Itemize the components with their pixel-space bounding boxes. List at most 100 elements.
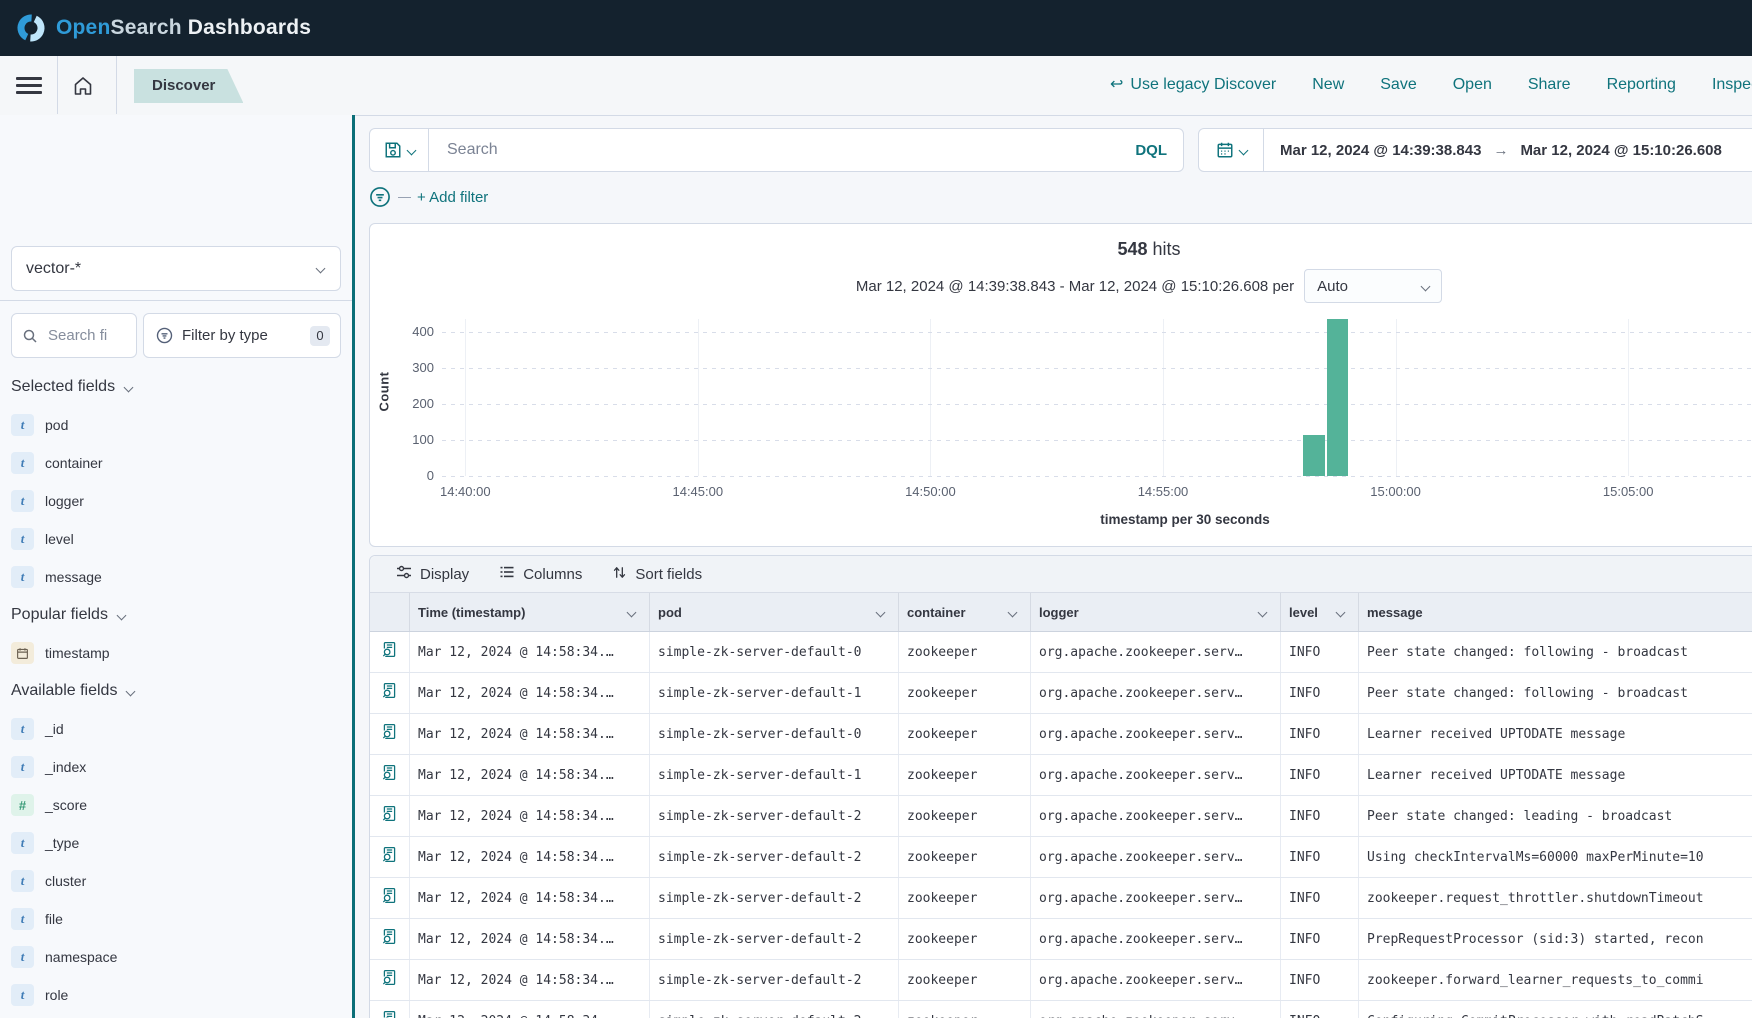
field-type-number-icon: # (11, 794, 34, 816)
expand-document-button[interactable] (370, 837, 410, 877)
cell-container: zookeeper (899, 919, 1031, 959)
field-item-pod[interactable]: tpod (0, 406, 353, 444)
menubar-action-label: Share (1528, 76, 1571, 94)
field-item-logger[interactable]: tlogger (0, 482, 353, 520)
table-toolbar-display-button[interactable]: Display (396, 564, 469, 584)
inspect-document-icon (381, 764, 398, 786)
app-title-search: Search (110, 16, 181, 39)
histogram-bar[interactable] (1327, 319, 1349, 476)
field-item-index[interactable]: t_index (0, 748, 353, 786)
field-item-level[interactable]: tlevel (0, 520, 353, 558)
menubar-action-open[interactable]: Open (1453, 76, 1492, 94)
menu-bar: Discover ↩Use legacy Discover New Save Open… (0, 56, 1752, 116)
divider (116, 56, 117, 114)
header-cell-logger[interactable]: logger (1031, 593, 1281, 631)
cell-time: Mar 12, 2024 @ 14:58:34.… (410, 755, 650, 795)
menubar-action-reporting[interactable]: Reporting (1607, 76, 1676, 94)
filter-by-type-button[interactable]: Filter by type 0 (143, 313, 341, 358)
saved-query-button[interactable] (370, 129, 429, 171)
expand-document-button[interactable] (370, 796, 410, 836)
table-row: Mar 12, 2024 @ 14:58:34.…simple-zk-serve… (370, 755, 1752, 796)
header-cell-pod[interactable]: pod (650, 593, 899, 631)
query-language-button[interactable]: DQL (1119, 142, 1183, 159)
menubar-action-use-legacy-discover[interactable]: ↩Use legacy Discover (1110, 76, 1276, 94)
header-cell-container[interactable]: container (899, 593, 1031, 631)
chevron-down-icon (126, 686, 136, 696)
field-type-string-icon: t (11, 946, 34, 968)
field-item-type[interactable]: t_type (0, 824, 353, 862)
date-range-end[interactable]: Mar 12, 2024 @ 15:10:26.608 (1520, 142, 1721, 159)
expand-document-button[interactable] (370, 919, 410, 959)
date-range-start[interactable]: Mar 12, 2024 @ 14:39:38.843 (1280, 142, 1481, 159)
expand-document-button[interactable] (370, 632, 410, 672)
expand-document-button[interactable] (370, 755, 410, 795)
field-type-string-icon: t (11, 908, 34, 930)
cell-level: INFO (1281, 796, 1359, 836)
search-input[interactable] (445, 140, 1119, 160)
menubar-action-new[interactable]: New (1312, 76, 1344, 94)
cell-time: Mar 12, 2024 @ 14:58:34.… (410, 878, 650, 918)
cell-message: PrepRequestProcessor (sid:3) started, re… (1359, 919, 1752, 959)
home-button[interactable] (68, 71, 98, 101)
expand-document-button[interactable] (370, 1001, 410, 1018)
arrow-right-icon: → (1493, 142, 1508, 159)
histogram-bar[interactable] (1303, 435, 1325, 476)
field-sections: Selected fields tpodtcontainertloggertle… (0, 368, 353, 1014)
header-cell-message[interactable]: message (1359, 593, 1752, 631)
field-name: file (45, 911, 63, 927)
menubar-action-share[interactable]: Share (1528, 76, 1571, 94)
home-icon (72, 75, 94, 97)
cell-level: INFO (1281, 837, 1359, 877)
toolbar-label: Display (420, 566, 469, 583)
expand-document-button[interactable] (370, 960, 410, 1000)
x-axis-tick-label: 14:55:00 (1128, 484, 1198, 499)
interval-value: Auto (1317, 278, 1348, 295)
cell-message: Using checkIntervalMs=60000 maxPerMinute… (1359, 837, 1752, 877)
field-item-score[interactable]: #_score (0, 786, 353, 824)
field-search-input[interactable] (46, 326, 130, 345)
sidebar-resize-handle[interactable] (352, 115, 355, 1018)
header-cell-time-timestamp[interactable]: Time (timestamp) (410, 593, 650, 631)
field-item-container[interactable]: tcontainer (0, 444, 353, 482)
field-name: container (45, 455, 103, 471)
histogram-plot (442, 319, 1752, 476)
divider (57, 56, 58, 114)
field-section-header-popular-fields[interactable]: Popular fields (0, 596, 353, 634)
field-item-file[interactable]: tfile (0, 900, 353, 938)
field-type-string-icon: t (11, 490, 34, 512)
header-cell-expand (370, 593, 410, 631)
field-section-header-available-fields[interactable]: Available fields (0, 672, 353, 710)
x-axis-title: timestamp per 30 seconds (442, 512, 1752, 527)
display-icon (396, 564, 412, 584)
header-cell-level[interactable]: level (1281, 593, 1359, 631)
menu-icon[interactable] (16, 73, 42, 97)
breadcrumb[interactable]: Discover (134, 69, 243, 103)
expand-document-button[interactable] (370, 878, 410, 918)
field-item-namespace[interactable]: tnamespace (0, 938, 353, 976)
field-item-cluster[interactable]: tcluster (0, 862, 353, 900)
table-toolbar-columns-button[interactable]: Columns (499, 564, 582, 584)
top-nav-bar: OpenSearchDashboards (0, 0, 1752, 56)
filter-count-badge: 0 (310, 326, 330, 346)
menubar-action-inspect[interactable]: Inspect (1712, 76, 1752, 94)
hits-summary: 548 hits (370, 239, 1752, 260)
cell-message: Peer state changed: following - broadcas… (1359, 673, 1752, 713)
table-toolbar-sort-fields-button[interactable]: Sort fields (612, 565, 702, 584)
interval-select[interactable]: Auto (1304, 269, 1442, 303)
cell-pod: simple-zk-server-default-2 (650, 919, 899, 959)
field-item-timestamp[interactable]: timestamp (0, 634, 353, 672)
expand-document-button[interactable] (370, 673, 410, 713)
field-item-message[interactable]: tmessage (0, 558, 353, 596)
add-filter-button[interactable]: + Add filter (417, 189, 488, 206)
date-quick-select-button[interactable] (1199, 129, 1264, 171)
table-row: Mar 12, 2024 @ 14:58:34.…simple-zk-serve… (370, 1001, 1752, 1018)
field-type-string-icon: t (11, 414, 34, 436)
field-item-role[interactable]: trole (0, 976, 353, 1014)
field-item-id[interactable]: t_id (0, 710, 353, 748)
index-pattern-select[interactable]: vector-* (11, 246, 341, 291)
gridline-y (442, 368, 1752, 369)
header-label: logger (1039, 605, 1079, 620)
field-section-header-selected-fields[interactable]: Selected fields (0, 368, 353, 406)
menubar-action-save[interactable]: Save (1380, 76, 1416, 94)
expand-document-button[interactable] (370, 714, 410, 754)
